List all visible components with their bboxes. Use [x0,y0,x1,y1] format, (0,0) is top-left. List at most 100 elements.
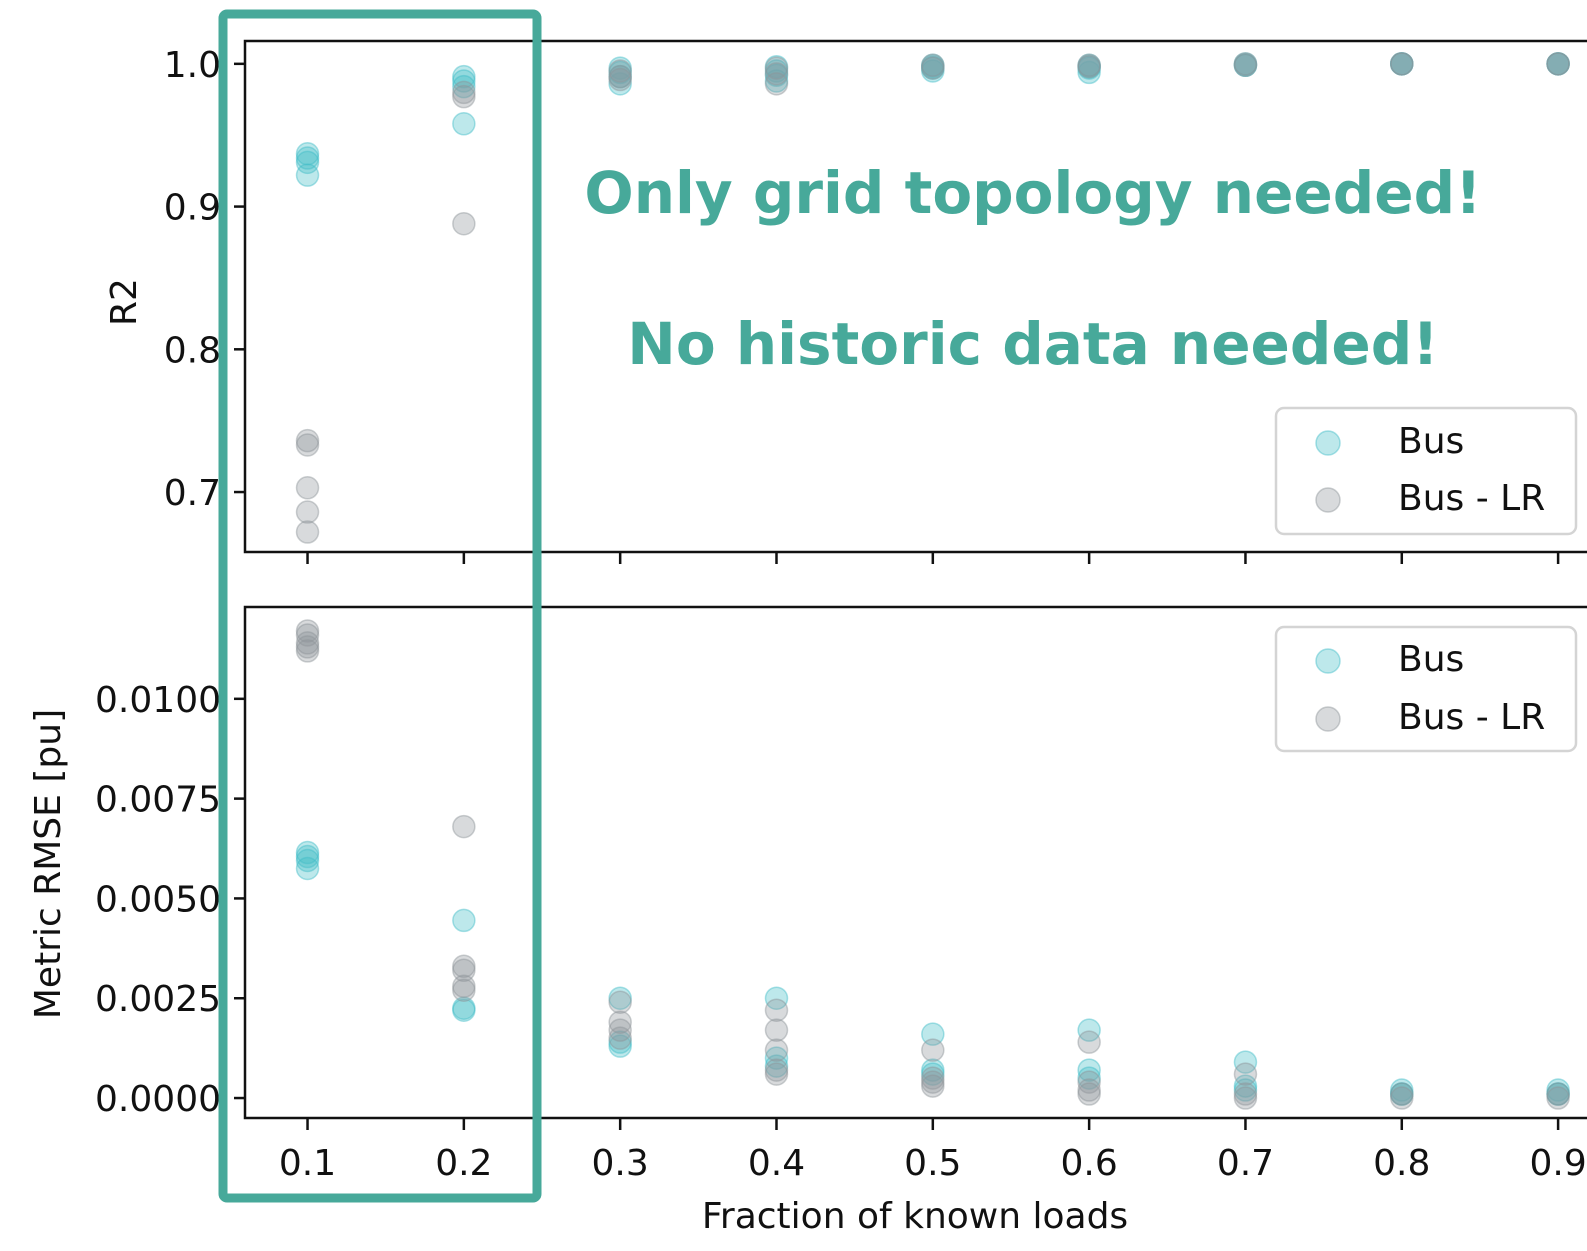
rmse-x-axis: 0.1 0.2 0.3 0.4 0.5 0.6 0.7 0.8 0.9 [279,1118,1587,1184]
rmse-x-tick-label: 0.8 [1373,1143,1430,1184]
r2-axes-frame [243,39,1587,554]
r2-point-bus-lr [452,80,476,105]
rmse-point-bus-lr [452,954,476,979]
r2-point-bus [1546,52,1570,76]
r2-point-bus-lr [452,84,476,109]
r2-y-axis-label: R2 [104,278,145,326]
rmse-point-bus-lr [1077,1030,1101,1054]
rmse-axes-frame [243,605,1587,1120]
rmse-point-bus [608,1034,632,1058]
r2-point-bus [1077,60,1101,85]
rmse-point-bus [452,908,476,933]
rmse-point-bus [1233,1078,1258,1102]
rmse-x-tick-label: 0.7 [1217,1143,1274,1184]
rmse-point-bus [1077,1018,1101,1042]
rmse-point-bus-lr [452,974,476,999]
r2-point-bus [1233,53,1258,78]
rmse-legend: Bus Bus - LR [1274,625,1578,753]
rmse-point-bus [921,1058,945,1082]
r2-point-bus [921,56,945,80]
rmse-point-bus [764,986,789,1010]
rmse-point-bus [295,848,320,873]
rmse-point-bus-lr [608,1010,632,1034]
r2-point-bus-lr [1546,52,1570,76]
r2-point-bus [295,150,320,175]
r2-point-bus [608,72,632,96]
r2-point-bus-lr [1390,52,1414,76]
rmse-point-bus [1546,1078,1570,1102]
r2-point-bus [608,56,632,80]
rmse-points [295,619,1570,1110]
rmse-point-bus-lr [295,639,320,663]
r2-point-bus-lr [295,500,320,524]
rmse-point-bus-lr [921,1038,945,1062]
rmse-point-bus-lr [295,623,320,647]
rmse-point-bus-lr [764,1058,789,1082]
r2-point-bus-lr [452,211,476,236]
r2-point-bus [1390,52,1414,76]
r2-point-bus [608,60,632,85]
rmse-point-bus [1077,1058,1101,1082]
rmse-point-bus [1546,1082,1570,1106]
r2-point-bus [1390,52,1414,76]
r2-point-bus-lr [295,476,320,500]
rmse-point-bus-lr [1077,1070,1101,1094]
r2-point-bus-lr [295,428,320,453]
rmse-point-bus-lr [295,635,320,659]
rmse-point-bus-lr [1233,1082,1258,1106]
rmse-point-bus [921,1062,945,1086]
rmse-point-bus-lr [764,1038,789,1062]
rmse-point-bus-lr [921,1070,945,1094]
rmse-point-bus [1233,1050,1258,1074]
r2-point-bus [921,59,945,83]
r2-point-bus-lr [1077,54,1101,79]
rmse-point-bus [295,856,320,881]
rmse-point-bus-lr [295,631,320,655]
r2-point-bus-lr [1546,52,1570,76]
r2-points [295,52,1570,544]
rmse-y-tick-label: 0.0000 [95,1079,221,1120]
r2-point-bus [295,163,320,187]
legend-label-bus: Bus [1398,421,1464,462]
r2-point-bus-lr [1233,53,1258,78]
rmse-point-bus-lr [764,1062,789,1086]
legend-label-bus-lr: Bus - LR [1398,697,1545,738]
rmse-point-bus [1546,1082,1570,1106]
rmse-subplot: 0.0000 0.0025 0.0050 0.0075 0.0100 0.1 0.2 0.3… [28,605,1587,1237]
rmse-point-bus-lr [452,978,476,1002]
r2-point-bus [452,74,476,99]
r2-point-bus-lr [1390,52,1414,76]
rmse-point-bus [608,1030,632,1054]
rmse-x-tick-label: 0.3 [592,1143,649,1184]
callout-grid-topology: Only grid topology needed! [584,159,1481,227]
rmse-point-bus-lr [1233,1062,1258,1086]
r2-point-bus [608,64,632,89]
r2-point-bus [1546,52,1570,76]
r2-point-bus [1077,56,1101,80]
rmse-point-bus [1390,1082,1414,1106]
r2-y-tick-label: 0.7 [164,473,221,514]
r2-point-bus [452,69,476,93]
rmse-point-bus-lr [1546,1086,1570,1110]
rmse-point-bus [608,986,632,1010]
r2-point-bus [921,53,945,78]
r2-y-tick-label: 0.8 [164,330,221,371]
highlight-box [218,9,542,1203]
rmse-x-tick-label: 0.4 [748,1143,805,1184]
rmse-point-bus-lr [1233,1086,1258,1110]
rmse-x-tick-label: 0.9 [1529,1143,1586,1184]
rmse-point-bus [1390,1082,1414,1106]
legend-marker-bus-lr [1315,487,1341,513]
rmse-point-bus-lr [452,814,476,839]
r2-point-bus-lr [608,59,632,83]
rmse-point-bus-lr [1077,1082,1101,1106]
r2-point-bus [295,142,320,166]
r2-point-bus [764,59,789,83]
r2-point-bus-lr [764,62,789,86]
rmse-y-tick-label: 0.0075 [95,780,221,821]
legend-label-bus-lr: Bus - LR [1398,478,1545,519]
r2-point-bus-lr [1233,52,1258,76]
rmse-point-bus-lr [608,990,632,1014]
rmse-y-tick-label: 0.0100 [95,680,221,721]
legend-marker-bus-lr [1315,706,1341,732]
